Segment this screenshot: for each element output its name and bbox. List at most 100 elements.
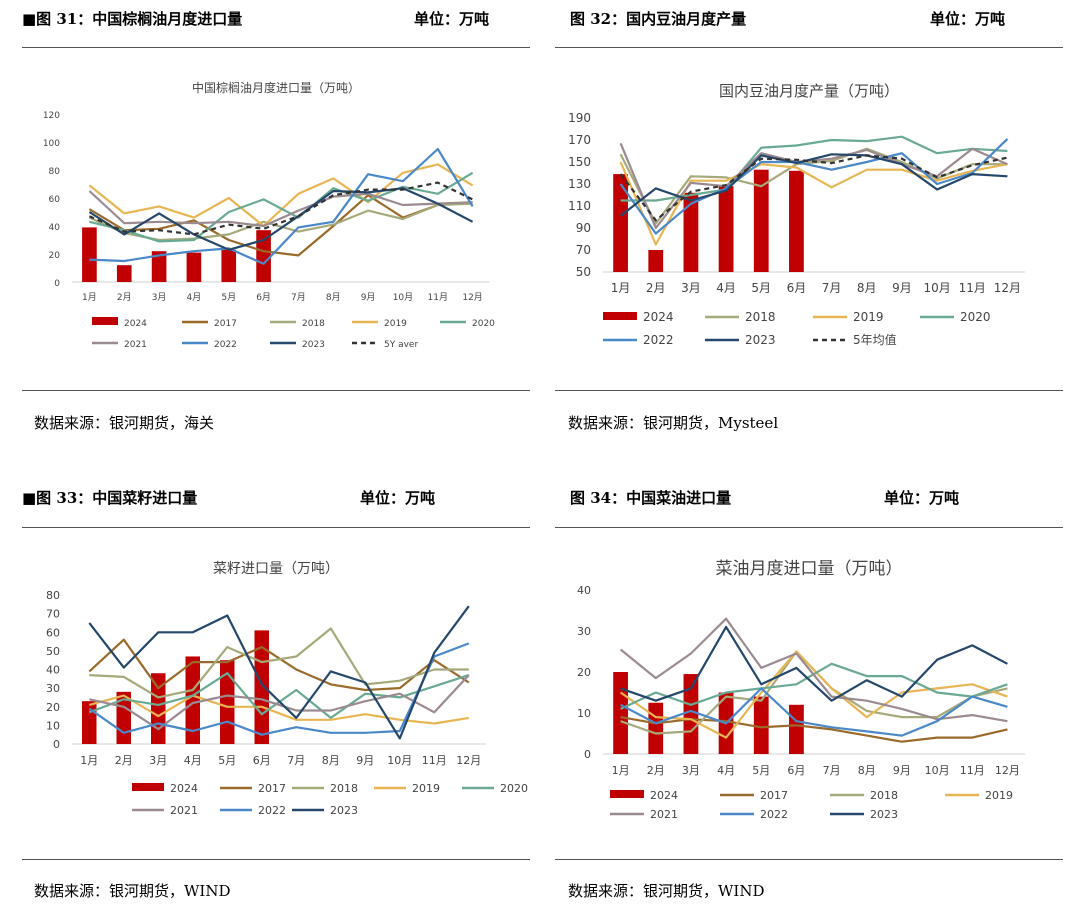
x-tick-label: 3月 [682, 764, 700, 777]
y-tick-label: 150 [568, 155, 591, 169]
figure-32-source: 数据来源：银河期货，Mysteel [568, 414, 779, 432]
series-line-2020 [620, 135, 1008, 202]
legend-label-2024: 2024 [124, 319, 147, 329]
chart-title: 菜籽进口量（万吨） [213, 561, 339, 577]
y-tick-label: 70 [576, 243, 591, 257]
x-tick-label: 5月 [752, 764, 770, 777]
bar-2024 [613, 672, 628, 754]
x-tick-label: 12月 [456, 754, 481, 767]
x-tick-label: 9月 [356, 754, 374, 767]
bar-2024 [116, 265, 132, 282]
x-tick-label: 7月 [823, 764, 841, 777]
x-tick-label: 9月 [361, 292, 376, 303]
figure-34-chart: 菜油月度进口量（万吨） 0 10 20 30 40 1月 2月 3月 4月 5月 6月 7月 8月 9月 10… [577, 559, 1025, 821]
x-tick-label: 8月 [857, 281, 877, 295]
legend-label-2018: 2018 [745, 310, 776, 324]
bar-2024 [718, 186, 734, 272]
x-tick-label: 12月 [994, 281, 1021, 295]
bar-2024 [151, 251, 167, 282]
x-tick-label: 11月 [959, 281, 986, 295]
legend-label-2023: 2023 [302, 340, 325, 350]
x-tick-label: 5月 [218, 754, 236, 767]
y-tick-label: 30 [46, 682, 60, 695]
bar-2024 [186, 252, 202, 282]
figure-33-source: 数据来源：银河期货，WIND [34, 882, 231, 900]
y-tick-label: 40 [46, 664, 60, 677]
figure-34-source: 数据来源：银河期货，WIND [568, 882, 765, 900]
x-tick-label: 7月 [287, 754, 305, 767]
legend-label-2020: 2020 [960, 310, 991, 324]
x-tick-label: 11月 [422, 754, 447, 767]
x-tick-label: 4月 [184, 754, 202, 767]
legend-label-2018: 2018 [330, 782, 358, 795]
series-line-2021 [88, 190, 473, 228]
y-tick-label: 130 [568, 177, 591, 191]
series-line-2023 [620, 625, 1008, 702]
figure-31-top-rule [22, 47, 530, 48]
figure-31-source: 数据来源：银河期货，海关 [34, 414, 215, 432]
x-tick-label: 2月 [647, 764, 665, 777]
chart-title: 国内豆油月度产量（万吨） [719, 82, 899, 100]
bar-2024 [753, 696, 769, 754]
legend-label-2024: 2024 [170, 782, 198, 795]
x-tick-label: 7月 [291, 292, 306, 303]
legend-label-2022: 2022 [760, 808, 788, 821]
y-tick-label: 20 [577, 666, 591, 679]
legend-label-2023: 2023 [330, 804, 358, 817]
bar-2024 [613, 174, 628, 272]
y-tick-label: 60 [49, 195, 61, 205]
y-tick-label: 110 [568, 199, 591, 213]
bar-2024 [82, 227, 97, 282]
x-tick-label: 5月 [751, 281, 771, 295]
figure-32-bottom-rule [555, 390, 1063, 391]
x-tick-label: 3月 [681, 281, 701, 295]
series-line-2021 [619, 617, 1008, 723]
x-tick-label: 2月 [646, 281, 666, 295]
bar-2024 [648, 702, 664, 754]
series-line-2022 [620, 687, 1008, 737]
legend-label-2020: 2020 [472, 319, 495, 329]
bar-2024 [256, 230, 271, 282]
y-tick-label: 40 [49, 223, 61, 233]
figure-31-heading: ■图 31：中国棕榈油月度进口量 [22, 10, 243, 28]
chart-title: 菜油月度进口量（万吨） [716, 559, 903, 579]
y-tick-label: 190 [568, 111, 591, 125]
x-tick-label: 6月 [787, 764, 805, 777]
x-tick-label: 4月 [717, 764, 735, 777]
bar-2024 [185, 656, 200, 744]
y-tick-label: 90 [576, 221, 591, 235]
y-tick-label: 100 [43, 139, 60, 149]
bar-2024 [683, 192, 699, 272]
bar-2024 [254, 630, 269, 744]
series-line-5y-aver [88, 181, 474, 236]
y-tick-label: 0 [584, 748, 591, 761]
x-tick-label: 8月 [322, 754, 340, 767]
bar-2024 [789, 704, 804, 754]
x-tick-label: 1月 [612, 764, 630, 777]
x-tick-label: 10月 [925, 764, 950, 777]
x-tick-label: 6月 [256, 292, 271, 303]
x-tick-label: 4月 [716, 281, 736, 295]
series-line-2019 [619, 650, 1008, 739]
legend-label-2019: 2019 [985, 789, 1013, 802]
x-tick-label: 6月 [787, 281, 807, 295]
legend-label-2017: 2017 [258, 782, 286, 795]
legend-label-2022: 2022 [643, 333, 674, 347]
legend-label-2023: 2023 [870, 808, 898, 821]
y-tick-label: 60 [46, 626, 60, 639]
figure-32-heading: 图 32：国内豆油月度产量 [570, 10, 747, 28]
legend-label-2023: 2023 [745, 333, 776, 347]
legend-label-2019: 2019 [384, 319, 407, 329]
y-tick-label: 70 [46, 608, 60, 621]
legend-label-5: 5年均值 [853, 332, 897, 347]
legend-label-2019: 2019 [853, 310, 884, 324]
legend-label-2021: 2021 [650, 808, 678, 821]
y-tick-label: 120 [43, 111, 60, 121]
legend-label-2021: 2021 [124, 340, 147, 350]
y-tick-label: 80 [49, 167, 61, 177]
x-tick-label: 9月 [893, 764, 911, 777]
y-tick-label: 30 [577, 625, 591, 638]
series-line-2022 [89, 147, 474, 265]
legend-swatch-2024 [132, 783, 164, 791]
legend-label-2018: 2018 [870, 789, 898, 802]
